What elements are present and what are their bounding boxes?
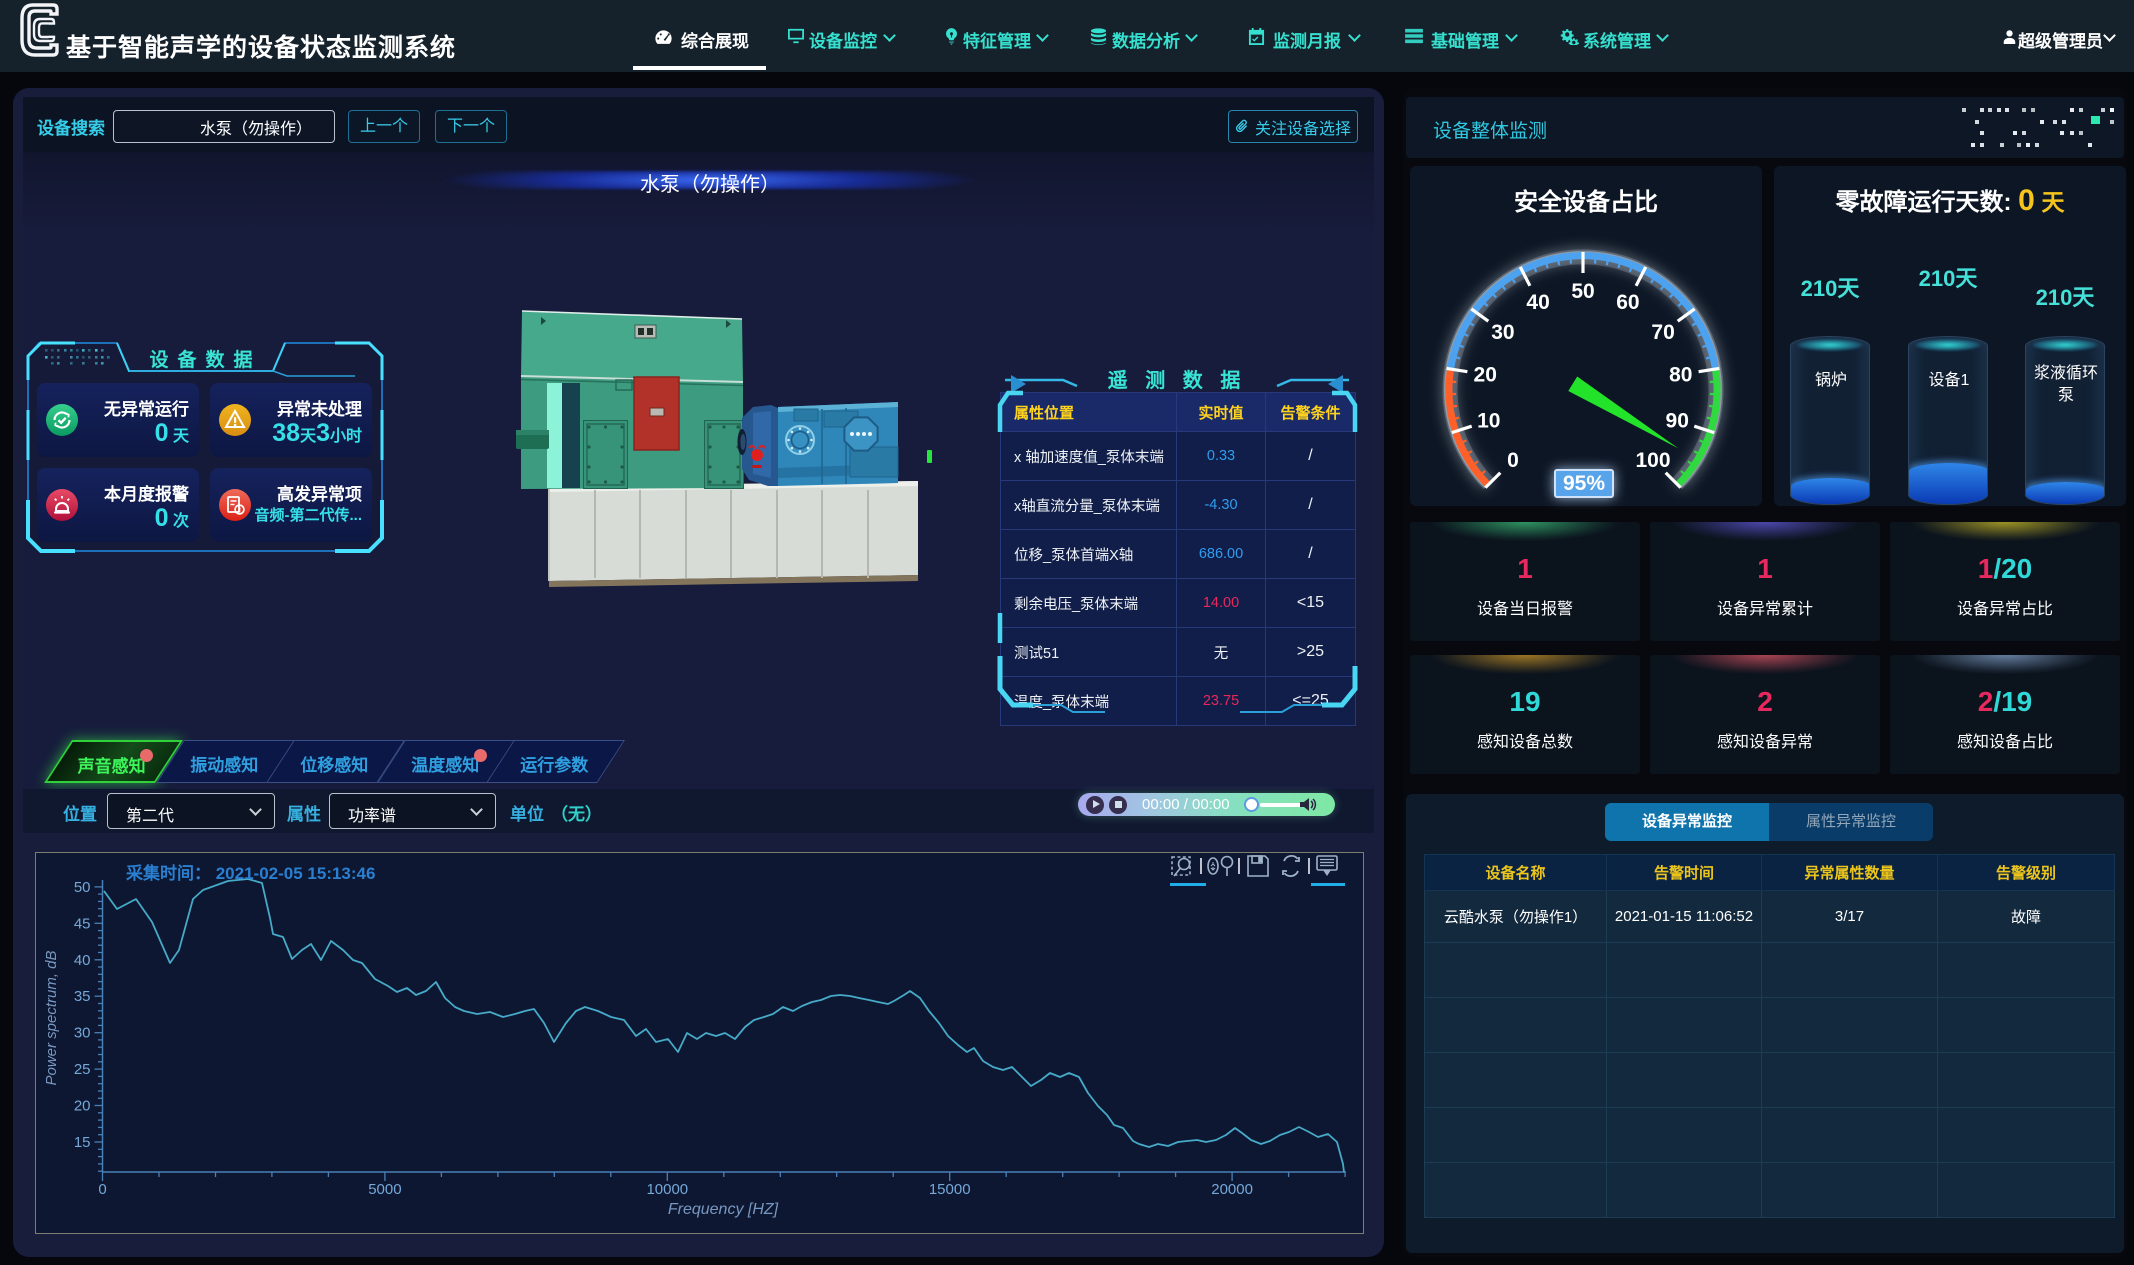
svg-text:20: 20 [1474, 364, 1497, 387]
svg-text:25: 25 [74, 1061, 91, 1078]
svg-text:10000: 10000 [646, 1181, 688, 1198]
svg-text:80: 80 [1669, 364, 1692, 387]
svg-text:15000: 15000 [929, 1181, 971, 1198]
svg-text:15: 15 [74, 1134, 91, 1151]
svg-text:10: 10 [1477, 410, 1500, 433]
svg-text:0: 0 [1507, 449, 1519, 472]
svg-text:90: 90 [1666, 410, 1689, 433]
svg-text:Frequency [HZ]: Frequency [HZ] [668, 1201, 779, 1218]
svg-text:20000: 20000 [1211, 1181, 1253, 1198]
svg-text:40: 40 [74, 952, 91, 969]
svg-text:35: 35 [74, 988, 91, 1005]
svg-text:50: 50 [74, 879, 91, 896]
svg-text:0: 0 [98, 1181, 106, 1198]
svg-text:60: 60 [1616, 291, 1639, 314]
svg-text:45: 45 [74, 915, 91, 932]
svg-text:40: 40 [1526, 291, 1549, 314]
svg-text:Power spectrum, dB: Power spectrum, dB [43, 950, 60, 1085]
svg-text:50: 50 [1571, 280, 1594, 303]
svg-text:30: 30 [1491, 321, 1514, 344]
svg-text:20: 20 [74, 1098, 91, 1115]
svg-text:5000: 5000 [368, 1181, 401, 1198]
svg-text:30: 30 [74, 1025, 91, 1042]
svg-text:70: 70 [1651, 321, 1674, 344]
svg-text:100: 100 [1635, 449, 1670, 472]
